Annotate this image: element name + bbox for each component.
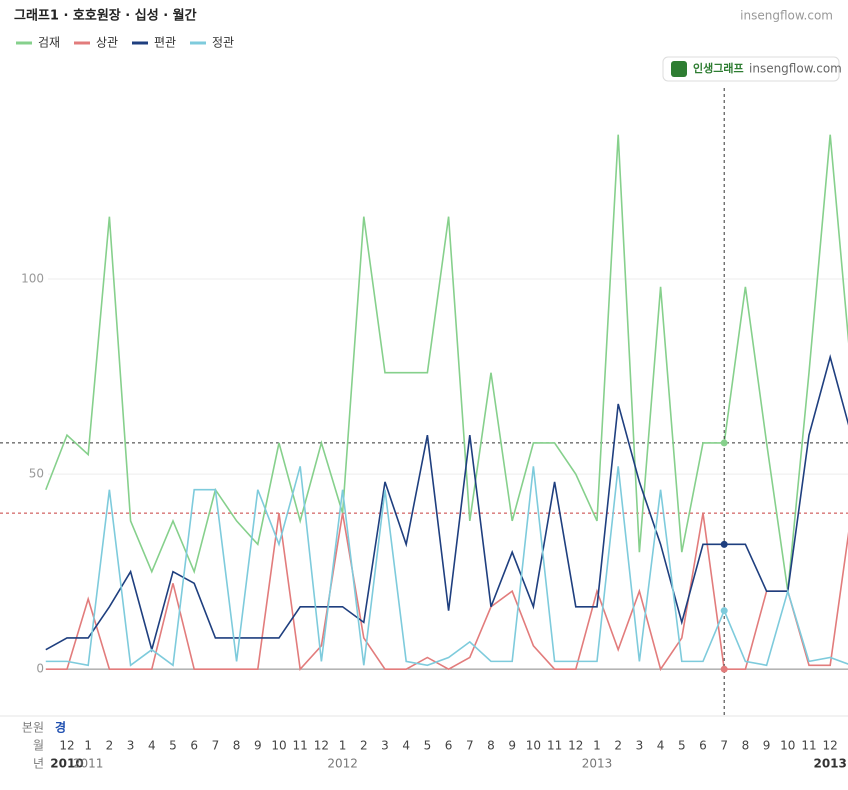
x-tick-label: 4 bbox=[657, 739, 665, 753]
x-tick-label: 3 bbox=[636, 739, 644, 753]
row-label: 월 bbox=[33, 739, 44, 753]
site: insengflow.com bbox=[740, 9, 833, 23]
plot-area bbox=[0, 134, 848, 672]
year-label: 2013 bbox=[582, 757, 613, 771]
x-tick-label: 11 bbox=[547, 739, 562, 753]
badge-brand: 인생그래프 bbox=[693, 61, 744, 75]
x-tick-label: 5 bbox=[424, 739, 432, 753]
badge-icon bbox=[671, 61, 687, 77]
x-tick-label: 8 bbox=[233, 739, 241, 753]
row-label: 년 bbox=[33, 757, 44, 771]
base-value: 경 bbox=[55, 721, 66, 735]
legend-label: 검재 bbox=[38, 36, 60, 50]
x-tick-label: 9 bbox=[763, 739, 771, 753]
hover-dot bbox=[720, 540, 728, 548]
x-tick-label: 7 bbox=[212, 739, 220, 753]
x-tick-label: 8 bbox=[487, 739, 495, 753]
x-tick-label: 1 bbox=[339, 739, 347, 753]
series-line bbox=[45, 354, 848, 653]
year-label: 2012 bbox=[327, 757, 358, 771]
x-tick-label: 2 bbox=[614, 739, 622, 753]
badge bbox=[662, 56, 840, 82]
row-label: 본원 bbox=[22, 721, 44, 735]
x-tick-label: 4 bbox=[148, 739, 156, 753]
legend-label: 상관 bbox=[96, 36, 118, 50]
x-tick-label: 6 bbox=[445, 739, 453, 753]
x-tick-label: 4 bbox=[402, 739, 410, 753]
x-tick-label: 11 bbox=[293, 739, 308, 753]
x-tick-label: 2 bbox=[360, 739, 368, 753]
x-tick-label: 11 bbox=[801, 739, 816, 753]
x-tick-label: 1 bbox=[84, 739, 92, 753]
x-tick-label: 7 bbox=[466, 739, 474, 753]
year-label: 2013 bbox=[813, 757, 846, 771]
year-label: 2011 bbox=[73, 757, 104, 771]
x-tick-label: 3 bbox=[381, 739, 389, 753]
x-tick-label: 5 bbox=[169, 739, 177, 753]
x-tick-label: 12 bbox=[823, 739, 838, 753]
y-tick-label: 0 bbox=[36, 662, 44, 676]
badge-site: insengflow.com bbox=[749, 62, 842, 76]
series-line bbox=[45, 466, 848, 667]
hover-dot bbox=[720, 439, 728, 447]
x-tick-label: 10 bbox=[780, 739, 795, 753]
y-tick-label: 100 bbox=[21, 272, 44, 286]
x-tick-label: 1 bbox=[593, 739, 601, 753]
x-tick-label: 2 bbox=[106, 739, 114, 753]
x-tick-label: 5 bbox=[678, 739, 686, 753]
x-tick-label: 6 bbox=[699, 739, 707, 753]
x-tick-label: 12 bbox=[568, 739, 583, 753]
x-tick-label: 12 bbox=[59, 739, 74, 753]
x-tick-label: 10 bbox=[526, 739, 541, 753]
x-tick-label: 10 bbox=[271, 739, 286, 753]
hover-dot bbox=[720, 665, 728, 673]
x-tick-label: 7 bbox=[720, 739, 728, 753]
x-tick-label: 9 bbox=[254, 739, 262, 753]
year-label: 2010 bbox=[50, 757, 83, 771]
x-tick-label: 9 bbox=[508, 739, 516, 753]
x-tick-label: 6 bbox=[190, 739, 198, 753]
hover-dot bbox=[720, 607, 728, 615]
y-tick-label: 50 bbox=[29, 467, 44, 481]
legend-label: 편관 bbox=[154, 36, 176, 50]
legend-label: 정관 bbox=[212, 36, 234, 50]
series-line bbox=[45, 134, 848, 592]
title: 그래프1 · 호호원장 · 십성 · 월간 bbox=[14, 8, 197, 24]
x-tick-label: 3 bbox=[127, 739, 135, 753]
x-tick-label: 8 bbox=[742, 739, 750, 753]
x-tick-label: 12 bbox=[314, 739, 329, 753]
